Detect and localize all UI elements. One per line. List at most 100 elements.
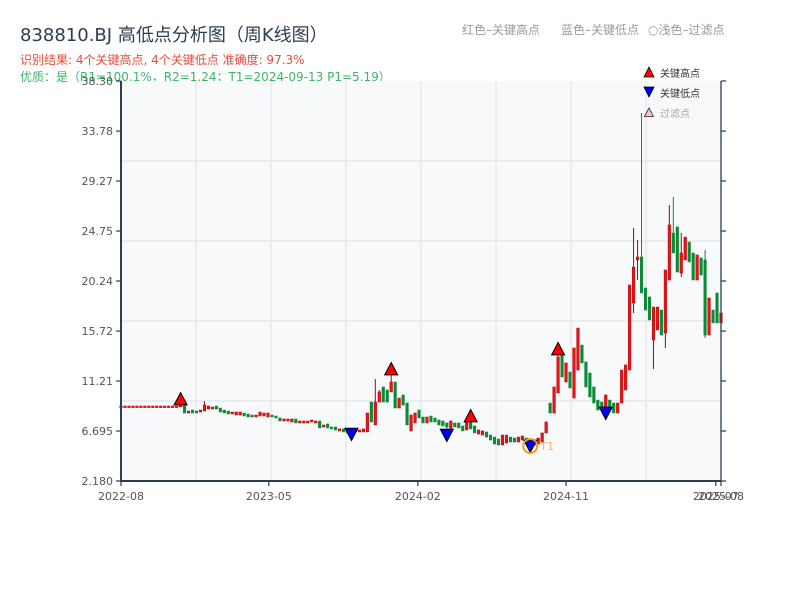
candle-down: [250, 414, 254, 418]
candle-down: [699, 257, 703, 276]
candle-down: [469, 421, 473, 430]
candle-down: [588, 372, 592, 398]
candle-down: [278, 417, 282, 422]
candle-up: [695, 254, 699, 281]
candle-up: [465, 421, 469, 431]
candle-up: [667, 224, 671, 281]
candle-up: [286, 418, 290, 422]
x-tick-label: 2023-05: [246, 490, 292, 503]
triangle-up-icon: [643, 66, 655, 78]
result-summary: 识别结果: 4个关键高点, 4个关键低点 准确度: 97.3%: [20, 53, 305, 67]
candle-up: [477, 429, 481, 435]
candle-up: [206, 405, 210, 410]
candle-up: [135, 405, 139, 408]
candle-down: [441, 420, 445, 427]
candle-up: [556, 356, 560, 394]
candle-down: [715, 292, 719, 324]
target-label: T1: [539, 440, 554, 453]
y-tick-label: 2.180: [82, 475, 114, 488]
candle-up: [139, 405, 143, 408]
candle-up: [306, 420, 310, 424]
candle-up: [552, 386, 556, 414]
candle-down: [512, 437, 516, 443]
candle-down: [421, 416, 425, 424]
candle-down: [492, 436, 497, 445]
candle-up: [576, 327, 580, 371]
key-high-marker: [550, 341, 566, 356]
y-tick-label: 29.27: [82, 175, 114, 188]
candle-up: [127, 405, 131, 408]
candle-down: [433, 417, 437, 423]
candle-up: [389, 381, 393, 393]
candle-down: [675, 226, 679, 273]
candle-down: [341, 428, 346, 433]
triangle-outline-icon: [643, 107, 655, 117]
candle-down: [560, 354, 564, 378]
key-high-marker: [463, 408, 478, 423]
color-note-low: 蓝色–关键低点: [561, 23, 640, 37]
candle-up: [572, 347, 576, 399]
candle-down: [401, 394, 405, 406]
candle-down: [596, 399, 600, 411]
candle-up: [282, 418, 286, 422]
candle-down: [318, 420, 322, 429]
candle-up: [298, 420, 302, 424]
candle-up: [679, 252, 683, 274]
candle-down: [222, 409, 226, 414]
candle-up: [540, 432, 544, 444]
key-low-marker: [344, 427, 359, 442]
candle-down: [385, 389, 389, 403]
candle-up: [123, 405, 127, 408]
legend-item-key-high: 关键高点: [643, 62, 700, 82]
candle-down: [246, 413, 250, 418]
candle-down: [437, 419, 441, 426]
y-tick-label: 15.72: [82, 325, 114, 338]
candle-up: [234, 411, 238, 416]
candle-up: [481, 430, 485, 436]
candle-down: [687, 241, 691, 263]
candle-down: [417, 409, 421, 419]
candle-up: [210, 406, 214, 410]
candle-down: [381, 386, 385, 403]
candle-up: [202, 404, 206, 412]
candle-up: [373, 401, 377, 426]
candle-up: [636, 256, 640, 261]
candle-down: [183, 404, 187, 414]
candle-up: [651, 306, 656, 341]
candle-up: [397, 397, 401, 409]
legend-label: 过滤点: [660, 108, 690, 120]
candle-down: [671, 232, 675, 254]
target-ring: [522, 438, 539, 455]
candle-up: [310, 419, 314, 423]
candle-down: [711, 309, 715, 324]
key-low-marker: [522, 439, 538, 454]
candle-down: [429, 415, 433, 423]
candle-up: [302, 420, 306, 424]
candle-up: [159, 405, 163, 408]
candle-down: [592, 386, 596, 404]
candle-up: [620, 369, 624, 404]
candle-up: [616, 402, 620, 414]
y-tick-label: 11.21: [82, 375, 114, 388]
y-tick-label: 6.695: [82, 425, 114, 438]
candle-up: [131, 405, 135, 408]
x-tick-label: 2025-07: [693, 490, 739, 503]
candle-up: [628, 284, 632, 371]
candle-up: [314, 420, 318, 424]
candle-down: [214, 405, 218, 410]
candle-down: [691, 252, 695, 281]
chart-title: 838810.BJ 高低点分析图（周K线图）: [20, 25, 328, 46]
x-tick-label: 2025-08: [698, 490, 744, 503]
candle-up: [377, 391, 381, 403]
candle-down: [405, 402, 409, 426]
candle-down: [659, 309, 663, 336]
candle-up: [322, 424, 326, 428]
candle-up: [663, 269, 667, 334]
candle-down: [485, 431, 489, 438]
candle-down: [242, 412, 246, 417]
candle-down: [488, 434, 493, 441]
candle-down: [190, 409, 195, 414]
candle-up: [520, 435, 524, 441]
key-high-marker: [173, 391, 188, 406]
